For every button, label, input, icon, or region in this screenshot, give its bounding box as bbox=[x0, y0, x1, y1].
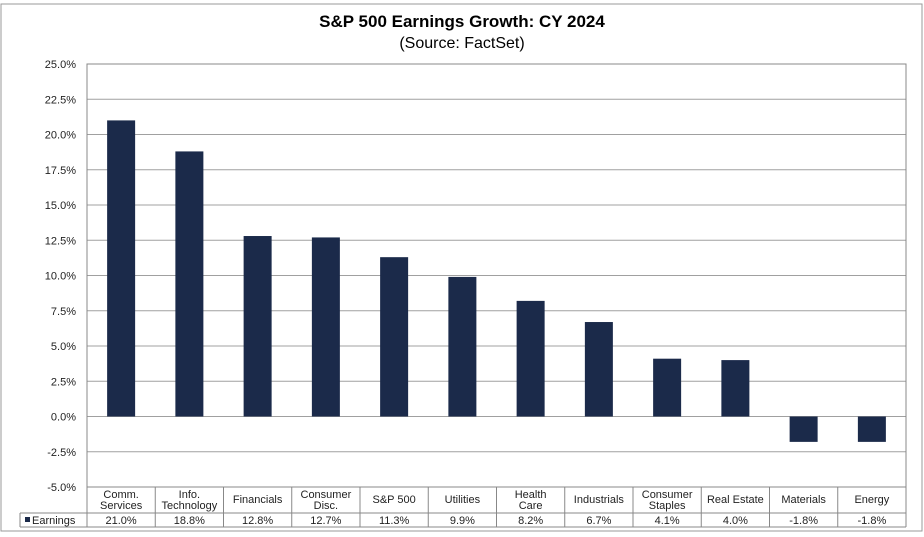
data-label: -1.8% bbox=[789, 515, 818, 527]
bar bbox=[175, 151, 204, 417]
category-label: Real Estate bbox=[707, 494, 764, 506]
y-tick-label: 10.0% bbox=[45, 271, 76, 283]
category-label: Care bbox=[519, 500, 543, 512]
chart-subtitle: (Source: FactSet) bbox=[399, 35, 524, 52]
bar bbox=[584, 322, 613, 417]
category-label: Services bbox=[100, 500, 143, 512]
chart-frame bbox=[0, 3, 923, 532]
category-label: Health bbox=[515, 489, 547, 501]
category-label: Utilities bbox=[445, 494, 481, 506]
bar bbox=[448, 276, 477, 417]
legend-swatch bbox=[25, 517, 30, 522]
category-label: Disc. bbox=[314, 500, 338, 512]
y-tick-label: 17.5% bbox=[45, 165, 76, 177]
data-label: 4.1% bbox=[655, 515, 680, 527]
category-label: Industrials bbox=[574, 494, 625, 506]
bar bbox=[789, 416, 818, 442]
y-tick-label: -2.5% bbox=[47, 447, 76, 459]
category-label: Materials bbox=[781, 494, 826, 506]
legend-label: Earnings bbox=[32, 515, 76, 527]
bar bbox=[721, 360, 750, 417]
category-label: S&P 500 bbox=[373, 494, 416, 506]
y-tick-label: 2.5% bbox=[51, 376, 76, 388]
data-label: 12.8% bbox=[242, 515, 273, 527]
category-label: Energy bbox=[854, 494, 889, 506]
y-tick-label: 25.0% bbox=[45, 59, 76, 71]
y-tick-label: -5.0% bbox=[47, 482, 76, 494]
bar bbox=[857, 416, 886, 442]
data-label: 4.0% bbox=[723, 515, 748, 527]
data-label: 11.3% bbox=[379, 515, 410, 527]
data-label: 9.9% bbox=[450, 515, 475, 527]
data-label: 8.2% bbox=[518, 515, 543, 527]
bar bbox=[653, 358, 682, 417]
y-tick-label: 20.0% bbox=[45, 130, 76, 142]
bar bbox=[243, 236, 272, 417]
y-tick-label: 0.0% bbox=[51, 412, 76, 424]
bar bbox=[311, 237, 340, 417]
category-label: Staples bbox=[649, 500, 686, 512]
y-tick-label: 22.5% bbox=[45, 94, 76, 106]
bar bbox=[107, 120, 136, 417]
data-label: 12.7% bbox=[310, 515, 341, 527]
category-label: Financials bbox=[233, 494, 283, 506]
y-tick-label: 12.5% bbox=[45, 235, 76, 247]
category-label: Consumer bbox=[642, 489, 693, 501]
bar bbox=[516, 300, 545, 417]
category-label: Comm. bbox=[103, 489, 138, 501]
data-label: 6.7% bbox=[586, 515, 611, 527]
chart-title: S&P 500 Earnings Growth: CY 2024 bbox=[319, 12, 605, 31]
data-label: 21.0% bbox=[106, 515, 137, 527]
y-tick-label: 5.0% bbox=[51, 341, 76, 353]
category-label: Technology bbox=[162, 500, 218, 512]
data-label: -1.8% bbox=[858, 515, 887, 527]
category-label: Consumer bbox=[301, 489, 352, 501]
bar bbox=[380, 257, 409, 417]
y-tick-label: 7.5% bbox=[51, 306, 76, 318]
data-label: 18.8% bbox=[174, 515, 205, 527]
y-tick-label: 15.0% bbox=[45, 200, 76, 212]
category-label: Info. bbox=[179, 489, 200, 501]
